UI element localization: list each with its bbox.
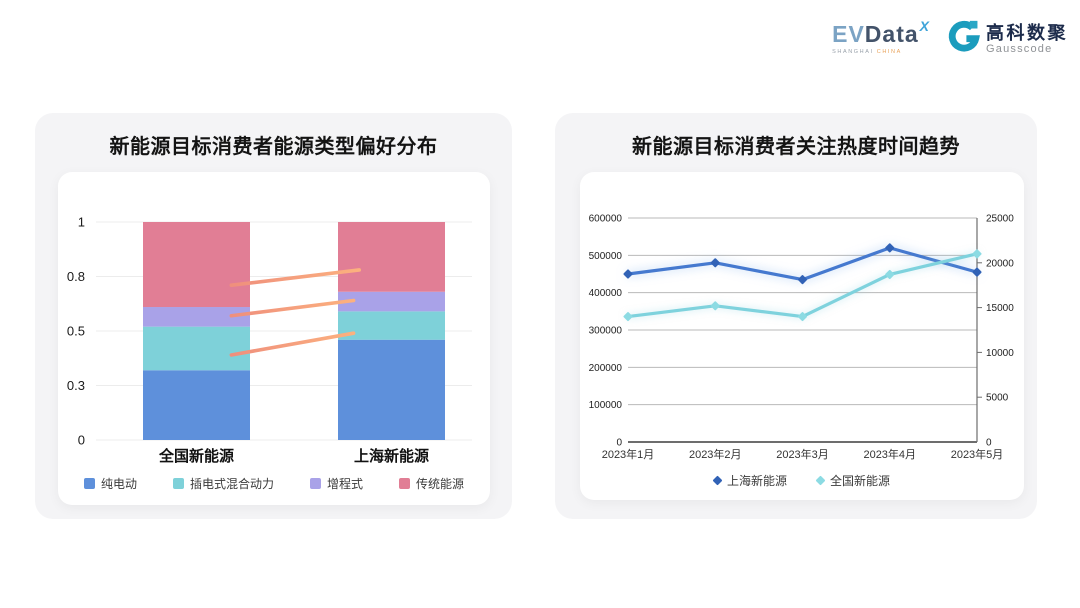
data-point [972, 267, 982, 277]
bar-chart-svg: 0 0.3 0.5 0.8 1 全国新能源 上海新能源 [67, 215, 472, 465]
bar-chart-legend: 纯电动 插电式混合动力 增程式 传统能源 [58, 475, 490, 492]
line-chart-svg: 0 100000 200000 300000 400000 500000 600000 0 50… [589, 214, 1015, 462]
gausscode-cn: 高科数聚 [986, 23, 1068, 43]
left-axis-tick-label: 300000 [589, 326, 623, 337]
y-axis-tick-label: 0.8 [67, 269, 85, 284]
category-label: 全国新能源 [158, 447, 234, 465]
trend-connector-line [229, 331, 356, 357]
x-axis-label: 2023年5月 [951, 447, 1004, 461]
bar-segment [143, 370, 250, 440]
bar-segment [143, 222, 250, 308]
line-chart-legend: 上海新能源 全国新能源 [580, 472, 1024, 489]
legend-swatch [83, 478, 95, 489]
x-axis-label: 2023年2月 [689, 447, 742, 461]
x-axis-label: 2023年1月 [602, 447, 655, 461]
brand-header: EV Data X SHANGHAI CHINA 高科数聚 Gausscode [832, 19, 1068, 59]
line-grid: 0 100000 200000 300000 400000 500000 600000 [589, 214, 977, 449]
left-axis-tick-label: 200000 [589, 363, 623, 374]
y-axis-tick-label: 0.5 [67, 324, 85, 339]
right-axis-tick-label: 15000 [986, 303, 1014, 314]
left-axis-tick-label: 600000 [589, 214, 623, 225]
right-axis-tick-label: 25000 [986, 214, 1014, 225]
y-axis-tick-label: 0.3 [67, 378, 85, 393]
data-point [710, 258, 720, 268]
right-axis-tick-label: 0 [986, 438, 992, 449]
connector-lines [229, 268, 362, 357]
trend-connector-line [229, 268, 362, 288]
legend-label: 插电式混合动力 [189, 477, 274, 491]
bar-segment [338, 339, 445, 440]
line-chart-card: 0 100000 200000 300000 400000 500000 600000 0 50… [580, 172, 1024, 500]
legend-item[interactable]: 增程式 [310, 475, 363, 492]
bar-chart-title: 新能源目标消费者能源类型偏好分布 [109, 136, 438, 158]
data-point [710, 301, 720, 311]
bar-segment [143, 307, 250, 327]
legend-swatch [310, 478, 321, 489]
right-axis-tick-label: 20000 [986, 258, 1014, 269]
right-axis-tick-label: 5000 [986, 393, 1009, 404]
gausscode-g-icon [946, 20, 980, 59]
x-axis-label: 2023年3月 [776, 447, 829, 461]
left-axis-tick-label: 0 [616, 438, 622, 449]
series-0 [623, 243, 982, 285]
bar-group: 全国新能源 上海新能源 [143, 222, 445, 465]
line-chart-title: 新能源目标消费者关注热度时间趋势 [632, 136, 960, 158]
legend-label: 传统能源 [416, 477, 465, 491]
legend-swatch [399, 478, 411, 489]
legend-label: 全国新能源 [830, 474, 891, 488]
series-1 [623, 249, 982, 322]
line-chart-panel: 新能源目标消费者关注热度时间趋势 0 100000 200000 300000 4000… [555, 113, 1037, 519]
y-axis-tick-label: 1 [78, 215, 85, 230]
legend-item[interactable]: 上海新能源 [712, 472, 787, 489]
right-axis: 0 5000 10000 15000 20000 25000 [976, 214, 1014, 449]
legend-label: 上海新能源 [726, 474, 787, 488]
x-axis-labels: 2023年1月 2023年2月 2023年3月 2023年4月 2023年5月 [602, 447, 1004, 461]
evdata-ev-text: EV [832, 21, 865, 48]
evdata-x-icon: X [919, 18, 930, 35]
data-point [623, 312, 633, 322]
series-line [626, 252, 979, 319]
data-point [623, 269, 633, 279]
bar-chart-card: 0 0.3 0.5 0.8 1 全国新能源 上海新能源 纯电动 插电式混合动力 增程式 传统能源 [58, 172, 490, 505]
bar-segment [143, 326, 250, 371]
legend-label: 增程式 [327, 477, 364, 491]
data-point [972, 249, 982, 259]
legend-item[interactable]: 传统能源 [399, 475, 464, 492]
evdata-subtext: SHANGHAI CHINA [832, 49, 902, 56]
trend-connector-line [229, 298, 356, 318]
left-axis-tick-label: 400000 [589, 288, 623, 299]
gausscode-logo: 高科数聚 Gausscode [946, 20, 1068, 59]
category-label: 上海新能源 [354, 447, 429, 465]
legend-item[interactable]: 全国新能源 [815, 472, 891, 489]
bar-segment [338, 291, 445, 312]
gausscode-en: Gausscode [986, 43, 1053, 55]
bar-segment [338, 311, 445, 340]
bar-chart-panel: 新能源目标消费者能源类型偏好分布 0 0.3 0.5 0.8 1 全国新能源 上海新能源 纯… [35, 113, 512, 519]
legend-item[interactable]: 插电式混合动力 [172, 475, 274, 492]
data-point [885, 243, 895, 253]
x-axis-label: 2023年4月 [863, 447, 916, 461]
data-point [797, 312, 808, 322]
evdata-wordmark: EV Data X [832, 19, 930, 48]
left-axis-tick-label: 500000 [589, 251, 623, 262]
legend-swatch [172, 478, 184, 489]
bar-segment [338, 222, 445, 292]
evdata-logo: EV Data X SHANGHAI CHINA [832, 19, 930, 56]
data-point [885, 269, 895, 279]
legend-swatch [815, 475, 826, 486]
evdata-data-text: Data [864, 21, 919, 48]
legend-label: 纯电动 [100, 477, 137, 491]
series-line [626, 246, 979, 282]
gausscode-text: 高科数聚 Gausscode [986, 24, 1068, 55]
data-point [797, 275, 808, 285]
y-axis-tick-label: 0 [78, 433, 85, 448]
right-axis-tick-label: 10000 [986, 348, 1014, 359]
left-axis-tick-label: 100000 [589, 400, 623, 411]
legend-item[interactable]: 纯电动 [83, 475, 137, 492]
legend-swatch [712, 475, 723, 486]
